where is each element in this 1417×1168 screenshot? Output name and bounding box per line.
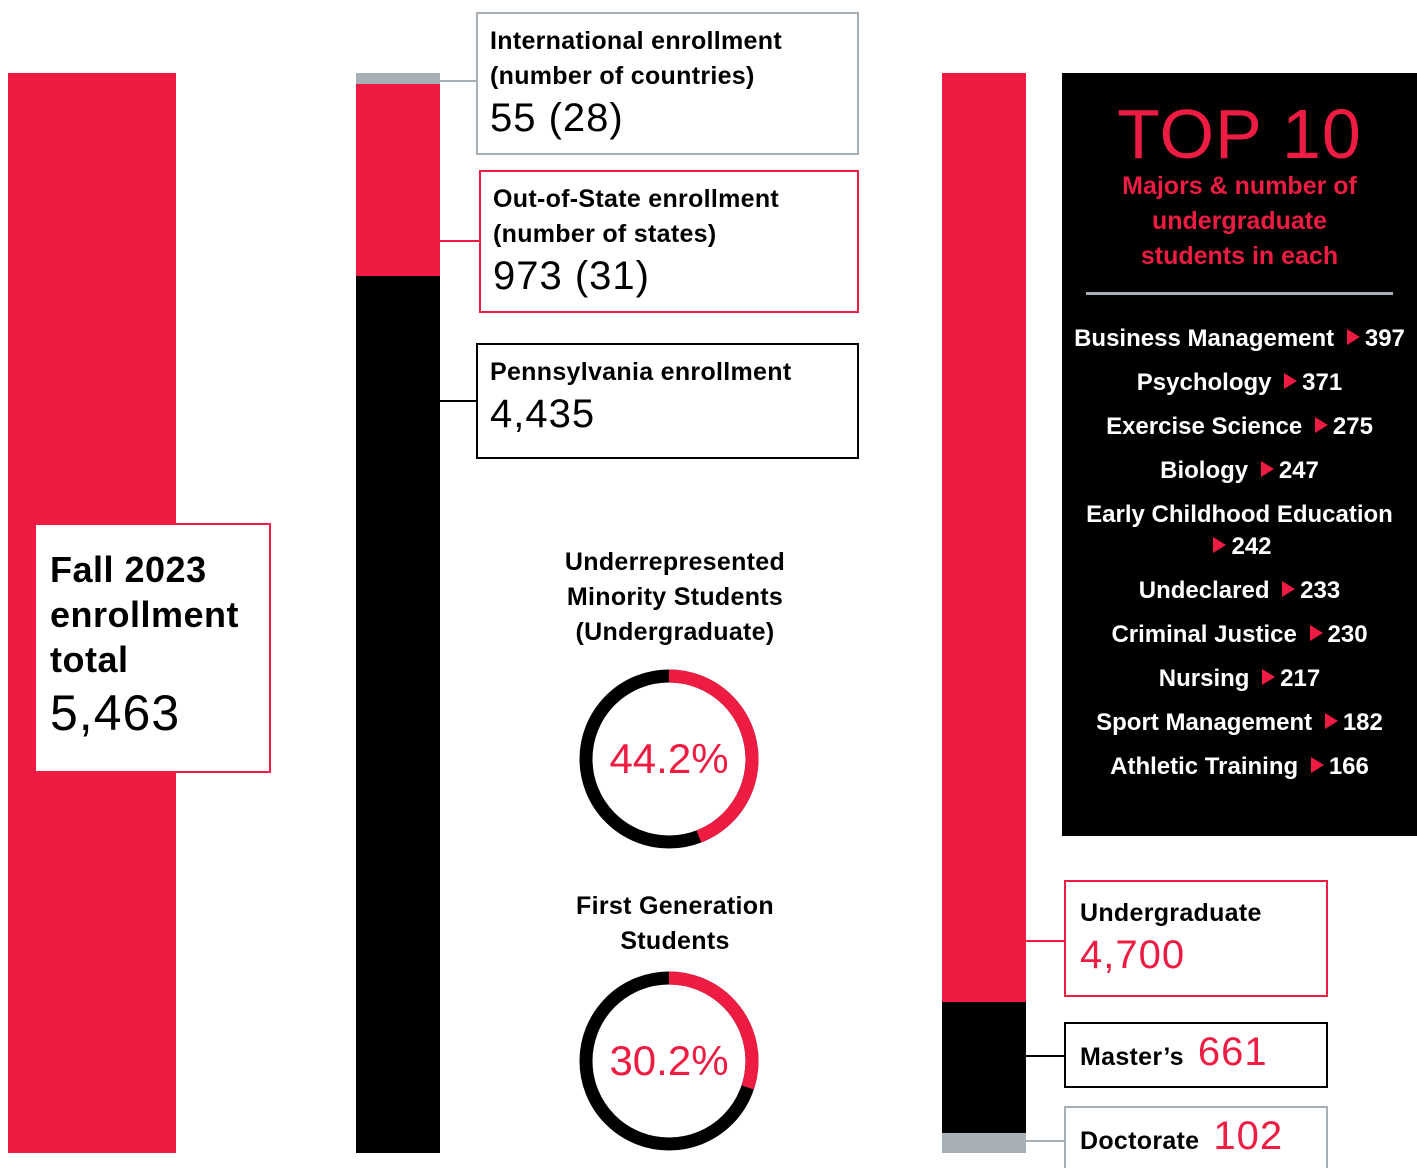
residency-value: 973 (31)	[493, 254, 650, 298]
arrow	[1260, 461, 1274, 477]
residency-value: 55 (28)	[490, 96, 624, 140]
total-box: Fall 2023 enrollment total 5,463	[34, 523, 271, 773]
level-row: Master’s 661	[1080, 1028, 1312, 1076]
major-name: Business Management	[1074, 325, 1335, 352]
major-item: Sport Management 182	[1070, 707, 1409, 739]
donut-arc	[579, 669, 759, 849]
arrow	[1324, 713, 1338, 729]
donut-title: Underrepresented Minority Students (Unde…	[564, 548, 786, 646]
divider	[1086, 292, 1393, 295]
level-value: 4,700	[1080, 933, 1186, 977]
stack-segment	[356, 276, 440, 1153]
level-box: Undergraduate 4,700	[1064, 880, 1328, 997]
major-item: Nursing 217	[1070, 663, 1409, 695]
stack-segment	[942, 1002, 1026, 1133]
total-value: 5,463	[50, 685, 181, 741]
major-count-wrap: 182	[1319, 709, 1383, 736]
connector	[415, 400, 476, 402]
major-count: 182	[1342, 709, 1383, 736]
donut-title: First Generation Students	[576, 892, 774, 955]
major-count: 166	[1328, 753, 1369, 780]
residency-title: Out-of-State enrollment (number of state…	[493, 185, 780, 248]
stack-segment	[942, 73, 1026, 1003]
residency-box: Out-of-State enrollment (number of state…	[479, 170, 859, 313]
major-count: 397	[1364, 325, 1405, 352]
major-name: Psychology	[1136, 369, 1272, 396]
major-name: Undeclared	[1138, 577, 1270, 604]
major-count-wrap: 371	[1278, 369, 1342, 396]
level-title: Undergraduate	[1080, 899, 1262, 927]
total-title: Fall 2023 enrollment total	[50, 549, 240, 680]
arrow	[1309, 625, 1323, 641]
major-count-wrap: 166	[1305, 753, 1369, 780]
level-title: Doctorate	[1080, 1127, 1200, 1155]
donut	[579, 669, 759, 849]
donut-arc	[579, 971, 759, 1151]
residency-box: International enrollment (number of coun…	[476, 12, 859, 155]
arrow	[1310, 757, 1324, 773]
arrow	[1282, 581, 1296, 597]
major-name: Biology	[1160, 457, 1249, 484]
stack-segment	[942, 1132, 1026, 1153]
major-count-wrap: 217	[1256, 665, 1320, 692]
connector	[982, 1055, 1064, 1057]
connector	[1026, 940, 1064, 942]
arrow	[1262, 669, 1276, 685]
major-count-wrap: 230	[1304, 621, 1368, 648]
top10-panel: TOP 10 Majors & number of undergraduate s…	[1062, 73, 1417, 836]
level-value: 661	[1197, 1030, 1268, 1074]
level-value: 102	[1213, 1114, 1284, 1158]
level-row: Doctorate 102	[1080, 1112, 1312, 1160]
major-item: Athletic Training 166	[1070, 751, 1409, 783]
major-item: Psychology 371	[1070, 367, 1409, 399]
donut-value: 30.2%	[609, 1037, 729, 1084]
major-count: 233	[1300, 577, 1341, 604]
arrow	[1284, 373, 1298, 389]
major-name: Exercise Science	[1106, 413, 1303, 440]
top10-subtitle: Majors & number of undergraduate student…	[1122, 172, 1357, 270]
residency-title: International enrollment (number of coun…	[490, 27, 782, 90]
major-name: Early Childhood Education	[1086, 501, 1393, 528]
level-box: Master’s 661	[1064, 1022, 1328, 1088]
major-item: Business Management 397	[1070, 323, 1409, 355]
major-count: 275	[1332, 413, 1373, 440]
stack-segment	[356, 83, 440, 277]
connector	[440, 240, 479, 242]
arrow	[1346, 329, 1360, 345]
major-count-wrap: 397	[1341, 325, 1405, 352]
stack-segment	[356, 73, 440, 84]
residency-value: 4,435	[490, 392, 596, 436]
major-item: Criminal Justice 230	[1070, 619, 1409, 651]
top10-heading: TOP 10	[1117, 95, 1362, 173]
donut-value: 44.2%	[609, 735, 729, 782]
major-item: Biology 247	[1070, 455, 1409, 487]
major-count: 371	[1302, 369, 1343, 396]
major-count: 217	[1280, 665, 1321, 692]
donut	[579, 971, 759, 1151]
major-count: 230	[1327, 621, 1368, 648]
arrow	[1213, 537, 1227, 553]
major-name: Criminal Justice	[1111, 621, 1297, 648]
residency-box: Pennsylvania enrollment 4,435	[476, 343, 859, 459]
major-count-wrap: 247	[1255, 457, 1319, 484]
major-name: Athletic Training	[1110, 753, 1299, 780]
major-item: Early Childhood Education 242	[1070, 499, 1409, 563]
major-name: Nursing	[1158, 665, 1250, 692]
level-box: Doctorate 102	[1064, 1106, 1328, 1168]
connector	[440, 80, 476, 82]
major-item: Exercise Science 275	[1070, 411, 1409, 443]
connector	[1026, 1140, 1064, 1142]
major-count-wrap: 242	[1207, 533, 1272, 560]
major-name: Sport Management	[1096, 709, 1313, 736]
major-count: 242	[1231, 533, 1272, 560]
major-item: Undeclared 233	[1070, 575, 1409, 607]
residency-title: Pennsylvania enrollment	[490, 358, 792, 386]
level-title: Master’s	[1080, 1043, 1184, 1071]
major-count-wrap: 275	[1309, 413, 1373, 440]
major-count-wrap: 233	[1276, 577, 1340, 604]
arrow	[1314, 417, 1328, 433]
major-count: 247	[1278, 457, 1319, 484]
